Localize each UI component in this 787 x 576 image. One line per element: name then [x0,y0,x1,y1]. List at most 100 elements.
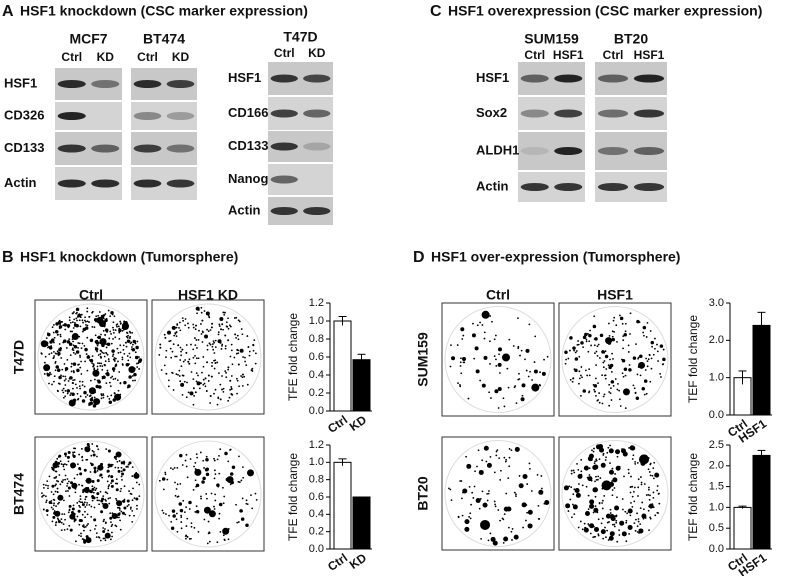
sphere [459,384,461,386]
sphere [642,514,645,517]
sphere [167,330,172,335]
sphere [186,517,189,520]
sphere [241,333,244,336]
sphere [568,485,571,488]
sphere [72,382,75,385]
sphere [45,337,48,340]
sphere [56,487,59,490]
sphere [84,360,87,363]
sphere [570,486,573,489]
sphere [57,465,60,468]
sphere [204,377,207,380]
sphere [116,506,119,509]
sphere [119,393,122,396]
sphere [79,366,82,369]
sphere [54,476,57,479]
sphere [129,356,132,359]
sphere [636,462,639,464]
sphere [513,534,519,540]
sphere [174,494,177,497]
sphere [637,357,639,360]
sphere [127,466,129,468]
sphere [104,539,107,542]
sphere [73,464,76,467]
sphere [89,397,94,402]
sphere [193,526,196,529]
y-tick-label: 1.2 [309,297,324,309]
sphere [52,462,59,469]
sphere [638,528,644,534]
sphere [607,364,610,367]
sphere [195,380,198,383]
sphere [569,349,571,352]
panel-title: HSF1 knockdown (CSC marker expression) [20,3,308,19]
sphere [52,351,55,353]
y-tick-label: 0.4 [309,369,324,381]
sphere [88,321,90,323]
sphere [60,529,63,532]
sphere [106,331,108,333]
sphere [208,342,211,345]
sphere [174,481,176,484]
sphere [179,453,183,458]
sphere [205,390,208,393]
sphere [172,514,176,518]
sphere [72,379,75,382]
sphere [53,355,56,357]
sphere [595,475,597,478]
sphere [187,326,190,329]
sphere [499,372,501,374]
sphere [83,468,87,472]
sphere [654,337,656,340]
sphere [81,459,84,462]
sphere [56,457,59,460]
sphere [639,374,642,377]
sphere [499,519,501,522]
sphere [616,455,619,458]
sphere [70,365,73,368]
sphere [106,353,109,356]
sphere [80,532,82,535]
sphere [118,328,122,333]
sphere [229,325,232,328]
sphere [88,503,91,506]
blot-band [597,109,629,118]
sphere [615,519,618,522]
sphere [624,330,627,333]
sphere [131,475,134,477]
sphere [649,494,651,497]
sphere [525,369,528,372]
sphere [84,498,87,501]
sphere [202,476,206,481]
sphere [174,333,177,335]
sphere [634,529,637,532]
sphere [98,503,101,506]
sphere [483,445,489,451]
blot-band [597,147,629,155]
sphere [658,502,661,505]
sphere [610,380,615,384]
y-tick-label: 1.5 [709,481,724,493]
sphere [216,458,219,461]
sphere [75,317,78,320]
sphere [449,365,452,368]
sphere [121,330,124,332]
sphere [60,357,63,359]
sphere [254,352,257,355]
sphere [572,503,574,506]
sphere [105,346,108,349]
sphere [594,480,596,483]
sphere [587,494,590,497]
sphere [485,357,487,360]
sphere [478,469,484,475]
sphere [213,392,215,395]
sphere [98,311,101,313]
sphere [102,537,105,540]
sphere [659,372,662,375]
sphere [583,522,586,525]
sphere [103,325,106,328]
sphere [58,347,62,352]
sphere [113,360,116,362]
sphere [621,508,624,511]
sphere [170,526,175,530]
